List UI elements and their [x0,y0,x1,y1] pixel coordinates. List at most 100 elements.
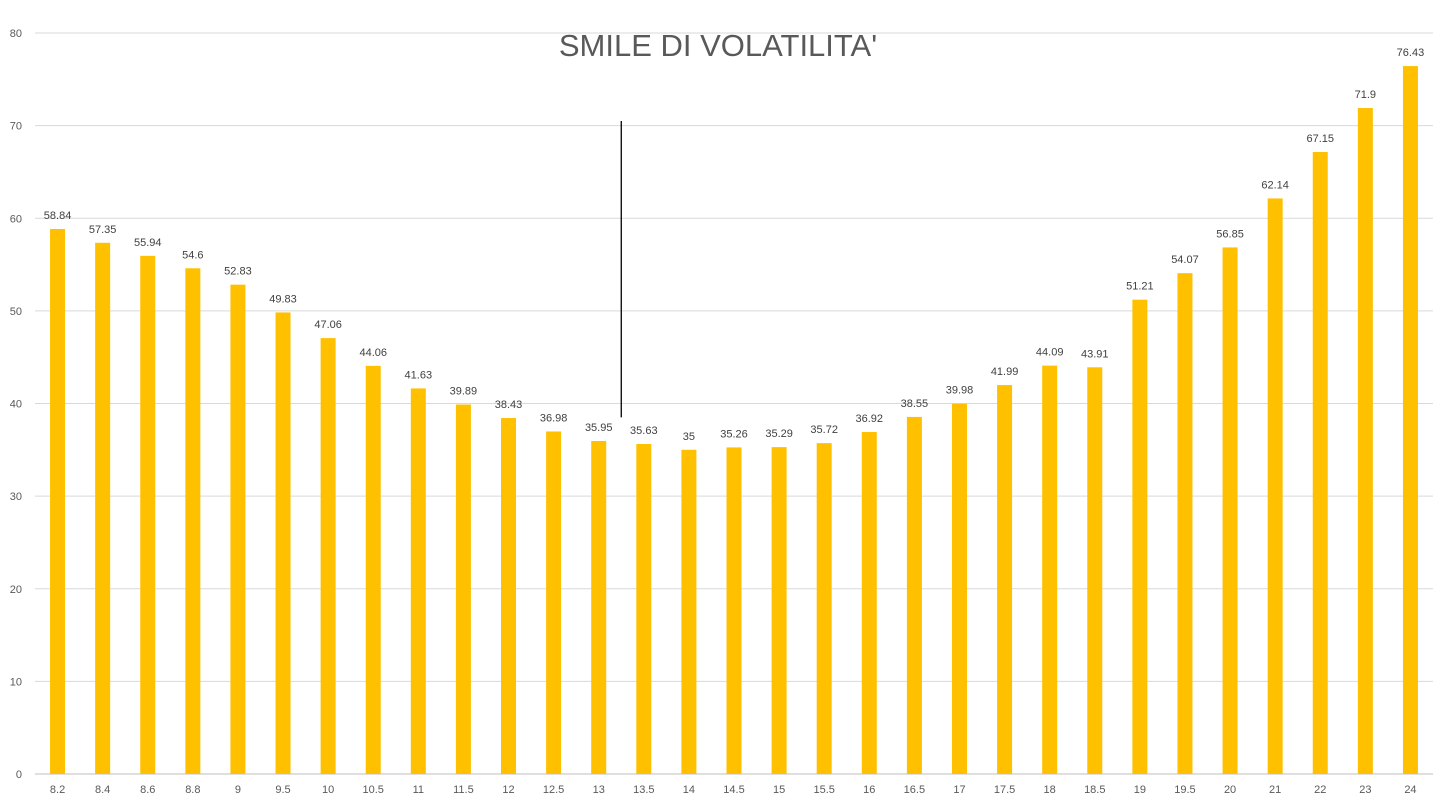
bar [1042,365,1058,774]
data-label: 35.72 [810,424,838,436]
y-tick-label: 80 [10,28,22,40]
bar [1312,152,1328,774]
data-label: 35.29 [765,428,793,440]
y-tick-label: 60 [10,213,22,225]
data-label: 54.6 [182,249,203,261]
x-tick-label: 10.5 [363,784,384,796]
x-tick-label: 20 [1224,784,1236,796]
data-label: 36.92 [856,413,884,425]
x-tick-label: 11 [413,784,424,796]
data-label: 36.98 [540,412,568,424]
bar [906,416,922,774]
x-tick-label: 10 [322,784,334,796]
bar [1402,66,1418,774]
data-label: 44.06 [359,347,387,359]
x-tick-label: 23 [1359,784,1371,796]
bar [1132,299,1148,774]
x-tick-label: 8.8 [185,784,200,796]
bar [951,403,967,774]
x-tick-label: 8.2 [50,784,65,796]
data-label: 55.94 [134,237,162,249]
data-label: 52.83 [224,266,252,278]
data-label: 35.63 [630,425,658,437]
x-tick-label: 17 [953,784,965,796]
bar [726,447,742,774]
data-label: 56.85 [1216,228,1244,240]
y-tick-label: 20 [10,584,22,596]
data-label: 51.21 [1126,281,1154,293]
y-tick-label: 0 [16,769,22,781]
data-label: 41.99 [991,366,1019,378]
bar [1222,247,1238,774]
x-tick-label: 19.5 [1174,784,1195,796]
x-tick-label: 14 [683,784,695,796]
data-label: 39.89 [450,386,478,398]
data-label: 76.43 [1397,47,1425,59]
bar [591,441,607,774]
data-label: 67.15 [1306,133,1334,145]
data-label: 43.91 [1081,348,1109,360]
data-label: 35.95 [585,422,613,434]
bar [1177,273,1193,774]
y-tick-label: 70 [10,121,22,133]
data-label: 44.09 [1036,347,1064,359]
bar [501,418,517,774]
bar [410,388,426,774]
bar [681,449,697,774]
data-label: 41.63 [405,369,433,381]
x-tick-label: 12 [502,784,514,796]
y-tick-label: 50 [10,306,22,318]
x-tick-label: 9 [235,784,241,796]
x-tick-label: 18 [1044,784,1056,796]
x-tick-label: 13.5 [633,784,654,796]
y-axis-tick-labels: 0 10 20 30 40 50 60 70 80 [10,28,22,781]
x-tick-label: 15 [773,784,785,796]
x-tick-label: 21 [1269,784,1281,796]
bar [140,255,156,775]
x-tick-label: 8.4 [95,784,110,796]
x-tick-label: 16.5 [904,784,925,796]
y-tick-label: 30 [10,491,22,503]
y-tick-label: 40 [10,399,22,411]
bars [50,66,1418,775]
x-tick-label: 11.5 [453,784,474,796]
data-label: 39.98 [946,385,974,397]
data-labels: 58.84 57.35 55.94 54.6 52.83 49.83 47.06 44.06 4… [44,47,1424,443]
gridlines [35,32,1433,775]
data-label: 57.35 [89,224,117,236]
bar [816,443,832,774]
chart-title: SMILE DI VOLATILITA' [559,28,877,63]
data-label: 62.14 [1261,179,1289,191]
bar [861,432,877,774]
bar [185,268,201,774]
bar [1267,198,1283,775]
x-tick-label: 13 [593,784,605,796]
bar [546,431,562,774]
data-label: 38.43 [495,399,523,411]
bar [1357,108,1373,775]
x-tick-label: 17.5 [994,784,1015,796]
bar [275,312,291,774]
x-tick-label: 19 [1134,784,1146,796]
bar [636,443,652,774]
y-tick-label: 10 [10,676,22,688]
bar [1087,367,1103,774]
data-label: 47.06 [314,319,342,331]
bar [95,242,111,774]
data-label: 35.26 [720,428,748,440]
bar [230,284,246,774]
bar [365,365,381,774]
x-axis-tick-labels: 8.2 8.4 8.6 8.8 9 9.5 10 10.5 11 11.5 12 12.5 13 13.5… [50,784,1417,796]
data-label: 49.83 [269,293,297,305]
x-tick-label: 22 [1314,784,1326,796]
bar [320,338,336,774]
x-tick-label: 14.5 [723,784,744,796]
data-label: 54.07 [1171,254,1199,266]
x-tick-label: 8.6 [140,784,155,796]
bar [771,447,787,774]
x-tick-label: 16 [863,784,875,796]
x-tick-label: 12.5 [543,784,564,796]
data-label: 71.9 [1355,89,1376,101]
x-tick-label: 18.5 [1084,784,1105,796]
